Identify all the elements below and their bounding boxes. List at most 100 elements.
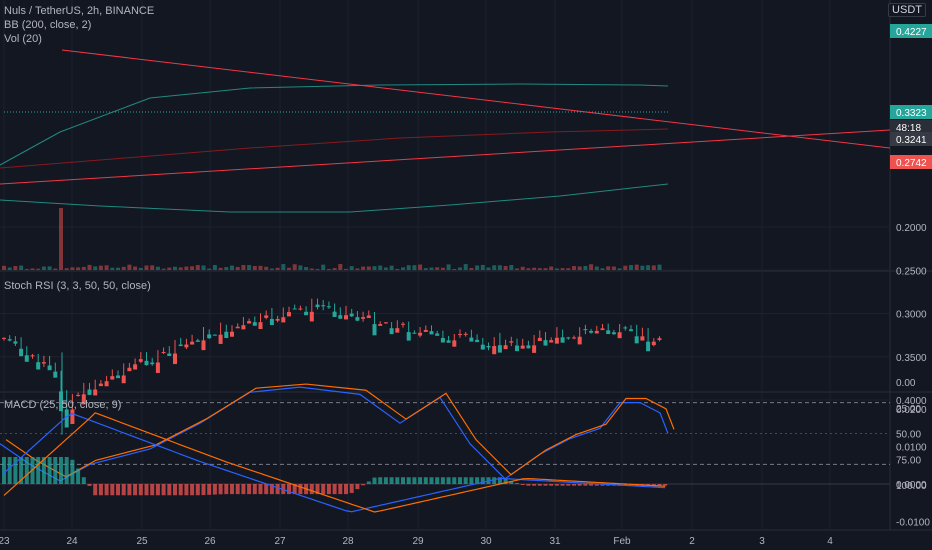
macd-histogram-bar — [53, 457, 58, 484]
volume-bar — [81, 266, 86, 270]
candle-body — [81, 394, 86, 405]
candle-body — [463, 333, 468, 335]
macd-histogram-bar — [13, 457, 18, 484]
macd-histogram-bar — [469, 477, 474, 484]
volume-bar — [378, 265, 383, 270]
candle-body — [423, 329, 428, 332]
candle-body — [503, 345, 508, 350]
volume-bar — [252, 266, 257, 270]
volume-bar — [224, 267, 229, 270]
candle-body — [13, 341, 18, 344]
macd-histogram-bar — [241, 484, 246, 495]
bb-upper-band — [0, 83, 669, 166]
macd-histogram-bar — [144, 484, 149, 496]
candle-body — [577, 336, 582, 345]
macd-histogram-bar — [76, 468, 81, 484]
volume-bar — [184, 266, 189, 270]
candle-body — [475, 339, 480, 343]
bb-legend[interactable]: BB (200, close, 2) — [4, 19, 92, 31]
macd-histogram-bar — [429, 477, 434, 484]
volume-bar — [497, 265, 502, 270]
macd-histogram-bar — [70, 459, 75, 484]
price-tag — [890, 155, 932, 169]
time-axis-label: 28 — [342, 536, 354, 547]
macd-histogram-bar — [98, 484, 103, 496]
macd-legend[interactable]: MACD (25, 50, close, 9) — [4, 399, 122, 411]
volume-bar — [435, 267, 440, 270]
candle-body — [110, 376, 115, 380]
volume-bar — [509, 265, 514, 270]
volume-bar — [212, 265, 217, 270]
macd-histogram-bar — [195, 484, 200, 496]
macd-histogram-bar — [458, 477, 462, 484]
candle-body — [344, 315, 348, 320]
macd-histogram-bar — [651, 484, 656, 486]
volume-bar — [389, 265, 394, 270]
macd-histogram-bar — [321, 484, 326, 495]
macd-histogram-bar — [383, 477, 388, 484]
volume-bar — [258, 265, 263, 270]
price-axis-label: 0.3500 — [896, 353, 927, 364]
volume-bar — [150, 265, 155, 270]
time-axis-label: 30 — [480, 536, 492, 547]
time-axis-label: 23 — [0, 536, 10, 547]
symbol-legend[interactable]: Nuls / TetherUS, 2h, BINANCE — [4, 5, 155, 17]
candle-body — [486, 346, 491, 348]
stoch-axis-label: 25.00 — [896, 404, 921, 415]
candle-body — [252, 322, 257, 326]
candle-body — [133, 364, 138, 370]
candle-body — [497, 345, 502, 353]
macd-histogram-bar — [173, 484, 177, 496]
candle-body — [304, 311, 309, 316]
time-axis-label: 4 — [827, 536, 833, 547]
candle-body — [258, 322, 263, 330]
volume-bar — [138, 267, 143, 270]
macd-line — [3, 412, 666, 513]
candle-body — [372, 324, 377, 336]
volume-bar — [326, 268, 331, 270]
volume-bar — [492, 265, 497, 270]
volume-legend[interactable]: Vol (20) — [4, 33, 42, 45]
time-axis-label: 26 — [204, 536, 216, 547]
candle-body — [338, 315, 343, 319]
volume-bar — [549, 266, 554, 270]
candle-body — [383, 322, 388, 324]
currency-badge[interactable]: USDT — [888, 3, 926, 17]
time-axis-label: 3 — [759, 536, 765, 547]
volume-bar — [269, 268, 274, 270]
macd-histogram-bar — [133, 484, 138, 496]
candle-body — [287, 312, 291, 317]
candle-body — [418, 332, 423, 336]
macd-axis-label: 0.0200 — [896, 405, 927, 416]
price-tag — [890, 105, 932, 119]
volume-bar — [543, 268, 548, 270]
macd-histogram-bar — [201, 484, 206, 496]
volume-bar — [412, 265, 417, 270]
volume-bar — [87, 264, 92, 270]
candle-body — [543, 340, 548, 346]
volume-bar — [275, 267, 280, 270]
candle-body — [36, 362, 41, 370]
time-axis-label: 31 — [549, 536, 561, 547]
price-axis-label: 0.3000 — [896, 310, 927, 321]
volume-bar — [480, 264, 485, 270]
volume-bar — [309, 268, 314, 270]
volume-bar — [304, 267, 309, 270]
macd-histogram-bar — [463, 477, 468, 484]
volume-bar — [241, 265, 246, 270]
macd-histogram-bar — [566, 484, 571, 486]
candle-body — [207, 334, 212, 339]
macd-signal-line — [3, 412, 666, 513]
volume-bar — [13, 266, 18, 270]
price-tag-label: 0.4227 — [896, 27, 927, 38]
volume-bar — [526, 268, 531, 270]
volume-bar — [161, 268, 166, 270]
candle-body — [53, 371, 58, 378]
macd-histogram-bar — [537, 484, 542, 486]
macd-histogram-bar — [401, 477, 405, 484]
stoch-rsi-legend[interactable]: Stoch RSI (3, 3, 50, 50, close) — [4, 280, 151, 292]
time-axis-label: 25 — [136, 536, 148, 547]
candle-body — [161, 352, 166, 354]
